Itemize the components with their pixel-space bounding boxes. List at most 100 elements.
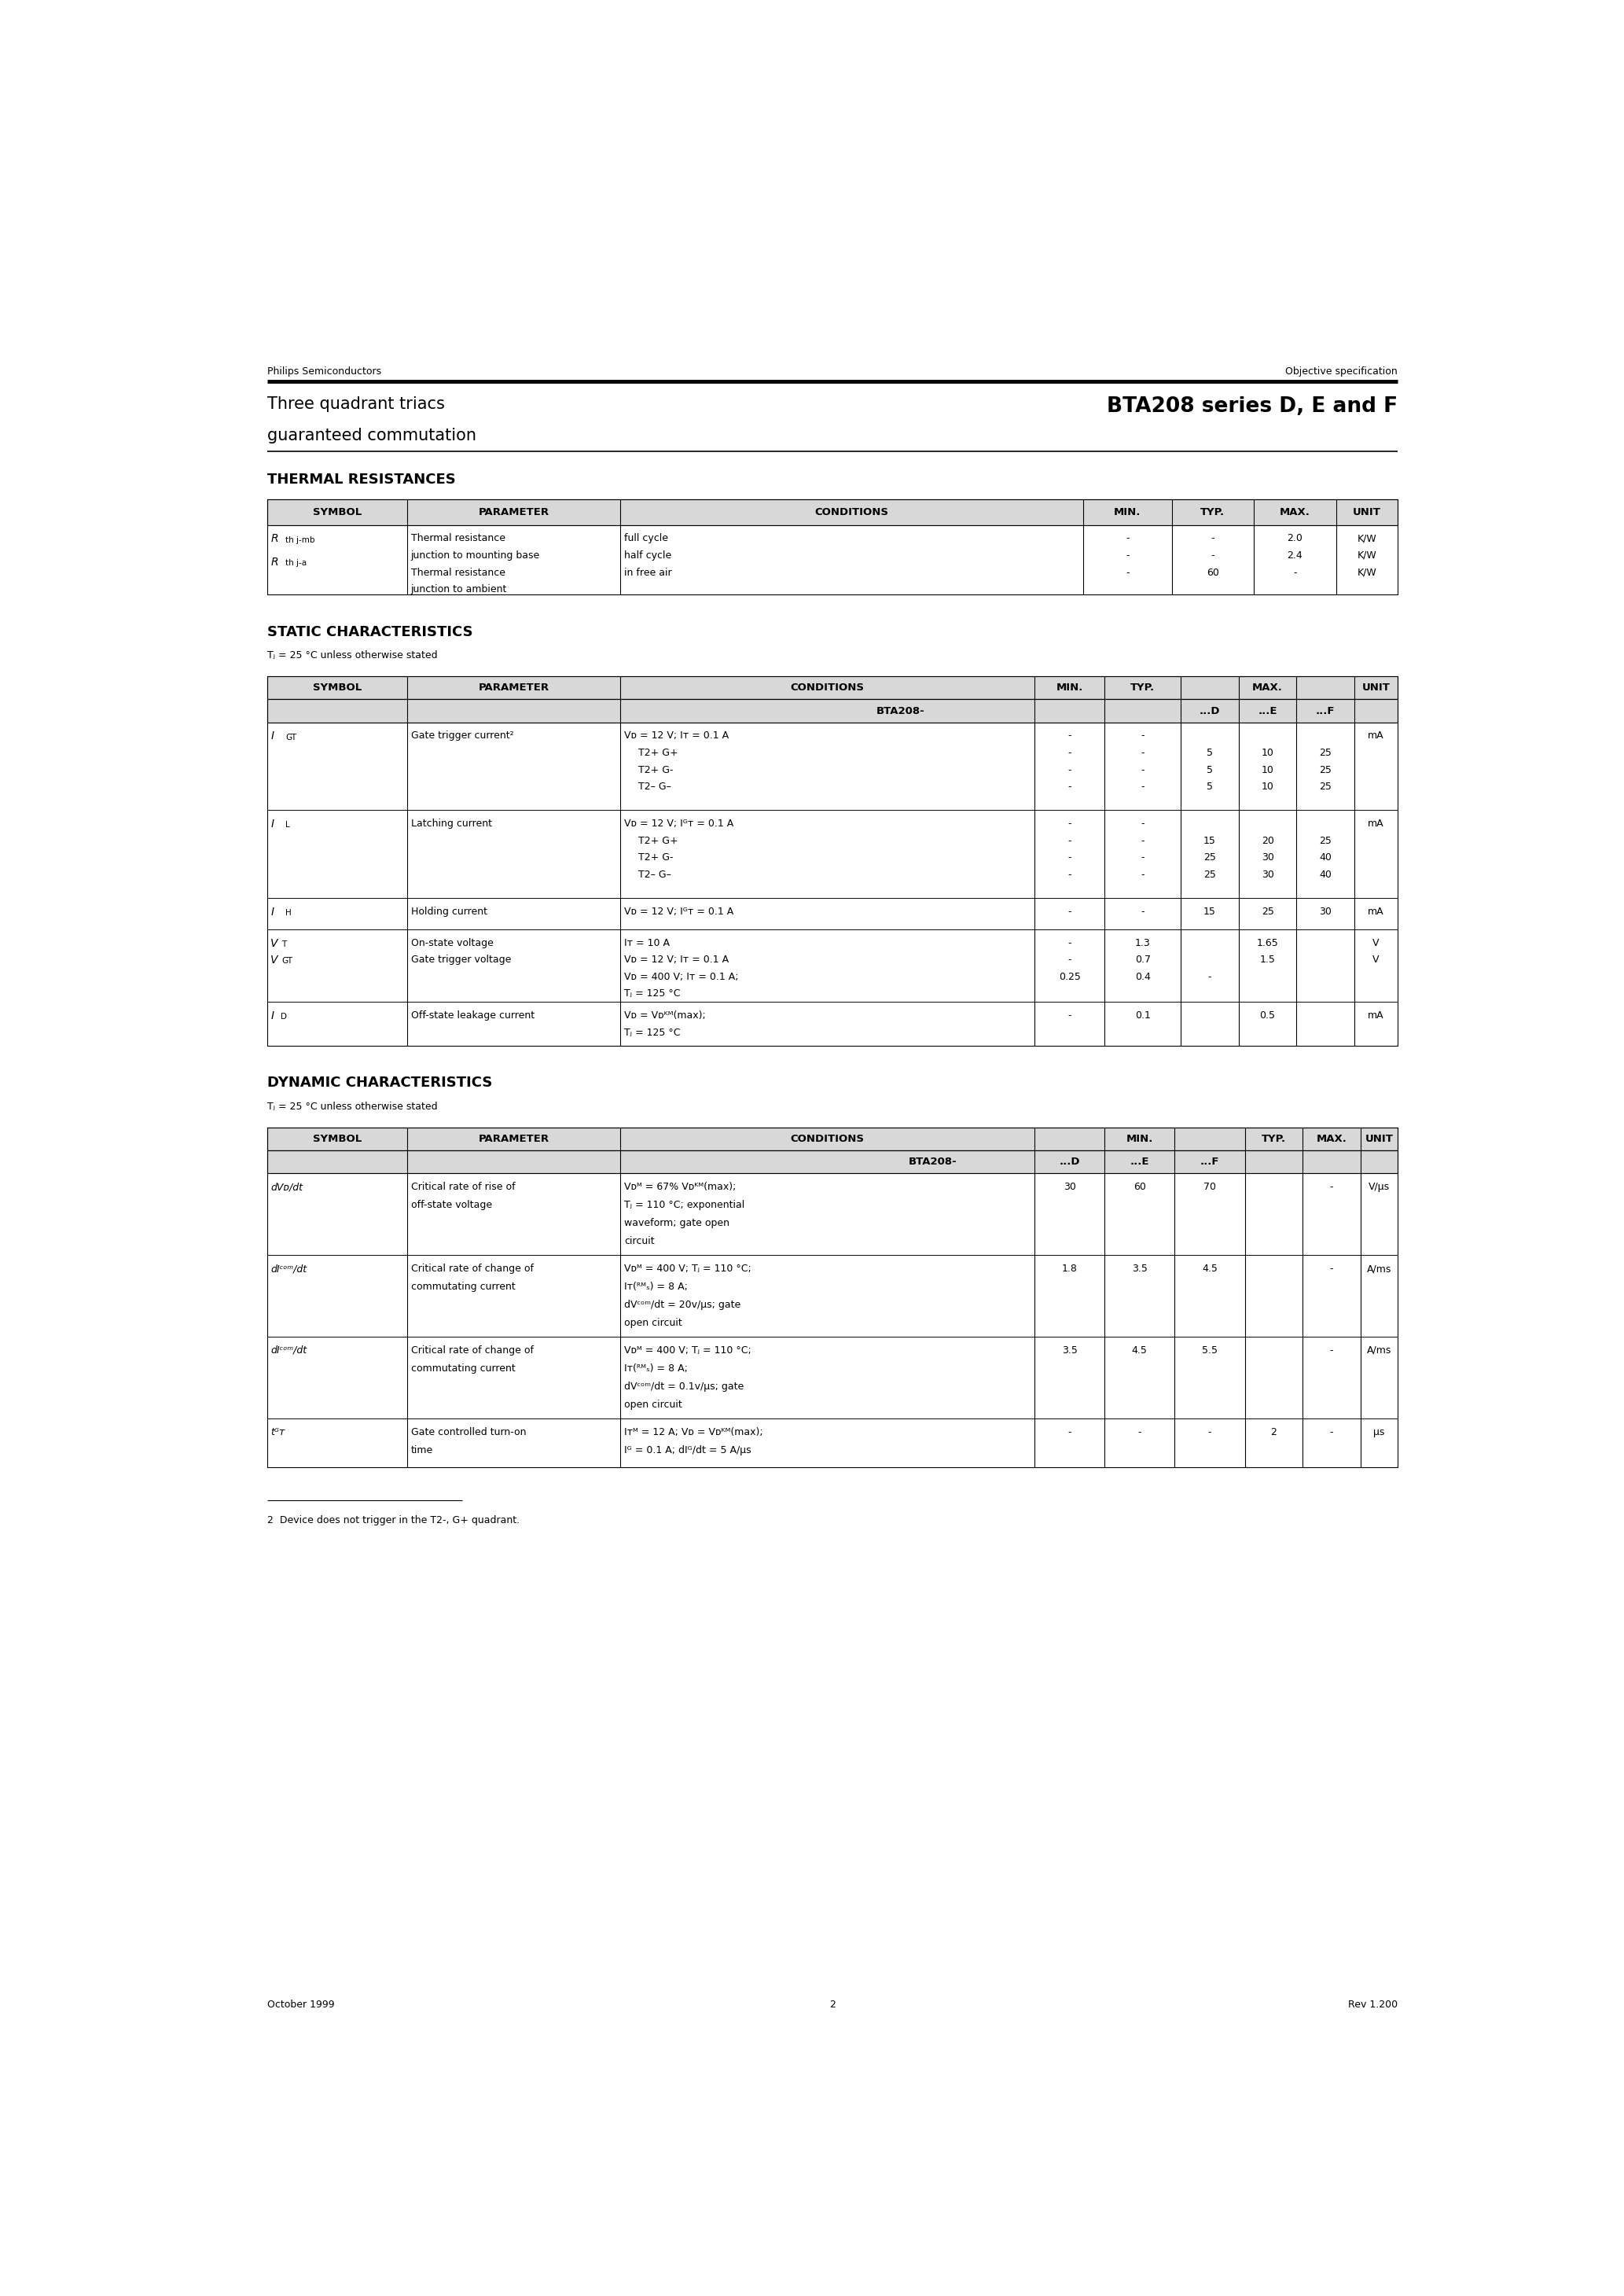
- Text: Tⱼ = 25 °C unless otherwise stated: Tⱼ = 25 °C unless otherwise stated: [266, 650, 437, 661]
- Text: Vᴅᴹ = 400 V; Tⱼ = 110 °C;: Vᴅᴹ = 400 V; Tⱼ = 110 °C;: [624, 1345, 750, 1355]
- Text: μs: μs: [1374, 1428, 1385, 1437]
- Text: Gate controlled turn-on: Gate controlled turn-on: [411, 1428, 526, 1437]
- Bar: [266, 501, 1398, 526]
- Text: mA: mA: [1367, 907, 1384, 916]
- Text: 15: 15: [1203, 907, 1216, 916]
- Text: PARAMETER: PARAMETER: [479, 1134, 549, 1143]
- Text: T2+ G+: T2+ G+: [638, 836, 679, 845]
- Text: commutating current: commutating current: [411, 1364, 515, 1373]
- Bar: [266, 526, 1398, 595]
- Text: DYNAMIC CHARACTERISTICS: DYNAMIC CHARACTERISTICS: [266, 1077, 492, 1091]
- Text: 0.25: 0.25: [1059, 971, 1080, 983]
- Text: -: -: [1142, 852, 1145, 863]
- Text: 2: 2: [1270, 1428, 1276, 1437]
- Text: Vᴅ = 12 V; Iᴳᴛ = 0.1 A: Vᴅ = 12 V; Iᴳᴛ = 0.1 A: [624, 907, 734, 916]
- Text: T: T: [281, 941, 286, 948]
- Text: TYP.: TYP.: [1200, 507, 1224, 517]
- Text: circuit: circuit: [624, 1235, 654, 1247]
- Text: CONDITIONS: CONDITIONS: [791, 1134, 864, 1143]
- Text: T2– G–: T2– G–: [638, 870, 671, 879]
- Text: -: -: [1142, 730, 1145, 742]
- Bar: [266, 700, 1398, 723]
- Text: ...E: ...E: [1259, 705, 1276, 716]
- Text: -: -: [1212, 551, 1215, 560]
- Text: Vᴅ = 12 V; Iᴛ = 0.1 A: Vᴅ = 12 V; Iᴛ = 0.1 A: [624, 730, 729, 742]
- Text: 4.5: 4.5: [1202, 1263, 1218, 1274]
- Text: -: -: [1212, 533, 1215, 544]
- Text: 1.8: 1.8: [1062, 1263, 1077, 1274]
- Text: -: -: [1069, 870, 1072, 879]
- Text: -: -: [1069, 836, 1072, 845]
- Bar: [266, 930, 1398, 1001]
- Text: 0.7: 0.7: [1135, 955, 1150, 964]
- Text: 1.3: 1.3: [1135, 937, 1150, 948]
- Text: Vᴅ = 12 V; Iᴳᴛ = 0.1 A: Vᴅ = 12 V; Iᴳᴛ = 0.1 A: [624, 820, 734, 829]
- Text: dVᶜᵒᵐ/dt = 0.1v/μs; gate: dVᶜᵒᵐ/dt = 0.1v/μs; gate: [624, 1382, 744, 1391]
- Text: On-state voltage: On-state voltage: [411, 937, 494, 948]
- Text: SYMBOL: SYMBOL: [312, 682, 362, 693]
- Text: guaranteed commutation: guaranteed commutation: [266, 427, 476, 443]
- Text: TYP.: TYP.: [1130, 682, 1155, 693]
- Text: Iᴳ = 0.1 A; dIᴳ/dt = 5 A/μs: Iᴳ = 0.1 A; dIᴳ/dt = 5 A/μs: [624, 1444, 750, 1456]
- Text: time: time: [411, 1444, 434, 1456]
- Text: -: -: [1069, 1010, 1072, 1022]
- Text: PARAMETER: PARAMETER: [479, 507, 549, 517]
- Text: -: -: [1208, 1428, 1212, 1437]
- Text: October 1999: October 1999: [266, 2000, 335, 2009]
- Text: T2+ G+: T2+ G+: [638, 748, 679, 758]
- Text: -: -: [1330, 1345, 1333, 1355]
- Text: ...F: ...F: [1315, 705, 1335, 716]
- Text: -: -: [1330, 1263, 1333, 1274]
- Text: ...F: ...F: [1200, 1157, 1220, 1166]
- Text: GT: GT: [281, 957, 292, 964]
- Text: 5.5: 5.5: [1202, 1345, 1218, 1355]
- Text: V: V: [271, 955, 278, 967]
- Text: K/W: K/W: [1358, 551, 1377, 560]
- Text: 15: 15: [1203, 836, 1216, 845]
- Text: TYP.: TYP.: [1262, 1134, 1286, 1143]
- Text: 0.5: 0.5: [1260, 1010, 1275, 1022]
- Text: Iᴛ(ᴿᴹₛ) = 8 A;: Iᴛ(ᴿᴹₛ) = 8 A;: [624, 1281, 687, 1293]
- Text: commutating current: commutating current: [411, 1281, 515, 1293]
- Text: 40: 40: [1319, 870, 1332, 879]
- Text: T2+ G-: T2+ G-: [638, 765, 674, 776]
- Text: off-state voltage: off-state voltage: [411, 1201, 492, 1210]
- Text: Vᴅ = 12 V; Iᴛ = 0.1 A: Vᴅ = 12 V; Iᴛ = 0.1 A: [624, 955, 729, 964]
- Text: Critical rate of change of: Critical rate of change of: [411, 1263, 533, 1274]
- Text: full cycle: full cycle: [624, 533, 667, 544]
- Text: -: -: [1293, 567, 1296, 579]
- Text: V: V: [1372, 937, 1379, 948]
- Text: 10: 10: [1262, 781, 1273, 792]
- Text: -: -: [1142, 748, 1145, 758]
- Text: R: R: [271, 533, 278, 544]
- Text: ...D: ...D: [1199, 705, 1220, 716]
- Text: 25: 25: [1262, 907, 1273, 916]
- Text: -: -: [1208, 971, 1212, 983]
- Text: 3.5: 3.5: [1062, 1345, 1077, 1355]
- Text: -: -: [1142, 836, 1145, 845]
- Text: -: -: [1142, 820, 1145, 829]
- Text: A/ms: A/ms: [1367, 1263, 1392, 1274]
- Bar: [266, 898, 1398, 930]
- Text: Tⱼ = 110 °C; exponential: Tⱼ = 110 °C; exponential: [624, 1201, 744, 1210]
- Text: SYMBOL: SYMBOL: [312, 507, 362, 517]
- Bar: [266, 1150, 1398, 1173]
- Text: 25: 25: [1319, 748, 1332, 758]
- Text: MAX.: MAX.: [1252, 682, 1283, 693]
- Text: 5: 5: [1207, 765, 1213, 776]
- Text: ...D: ...D: [1059, 1157, 1080, 1166]
- Text: -: -: [1142, 765, 1145, 776]
- Text: open circuit: open circuit: [624, 1318, 682, 1329]
- Text: MAX.: MAX.: [1280, 507, 1311, 517]
- Text: 5: 5: [1207, 748, 1213, 758]
- Bar: [266, 723, 1398, 810]
- Text: GT: GT: [286, 732, 296, 742]
- Text: Vᴅ = 400 V; Iᴛ = 0.1 A;: Vᴅ = 400 V; Iᴛ = 0.1 A;: [624, 971, 739, 983]
- Bar: [266, 677, 1398, 700]
- Text: -: -: [1069, 765, 1072, 776]
- Text: -: -: [1069, 781, 1072, 792]
- Text: MIN.: MIN.: [1125, 1134, 1153, 1143]
- Bar: [266, 1001, 1398, 1045]
- Text: A/ms: A/ms: [1367, 1345, 1392, 1355]
- Text: dVᶜᵒᵐ/dt = 20v/μs; gate: dVᶜᵒᵐ/dt = 20v/μs; gate: [624, 1300, 741, 1311]
